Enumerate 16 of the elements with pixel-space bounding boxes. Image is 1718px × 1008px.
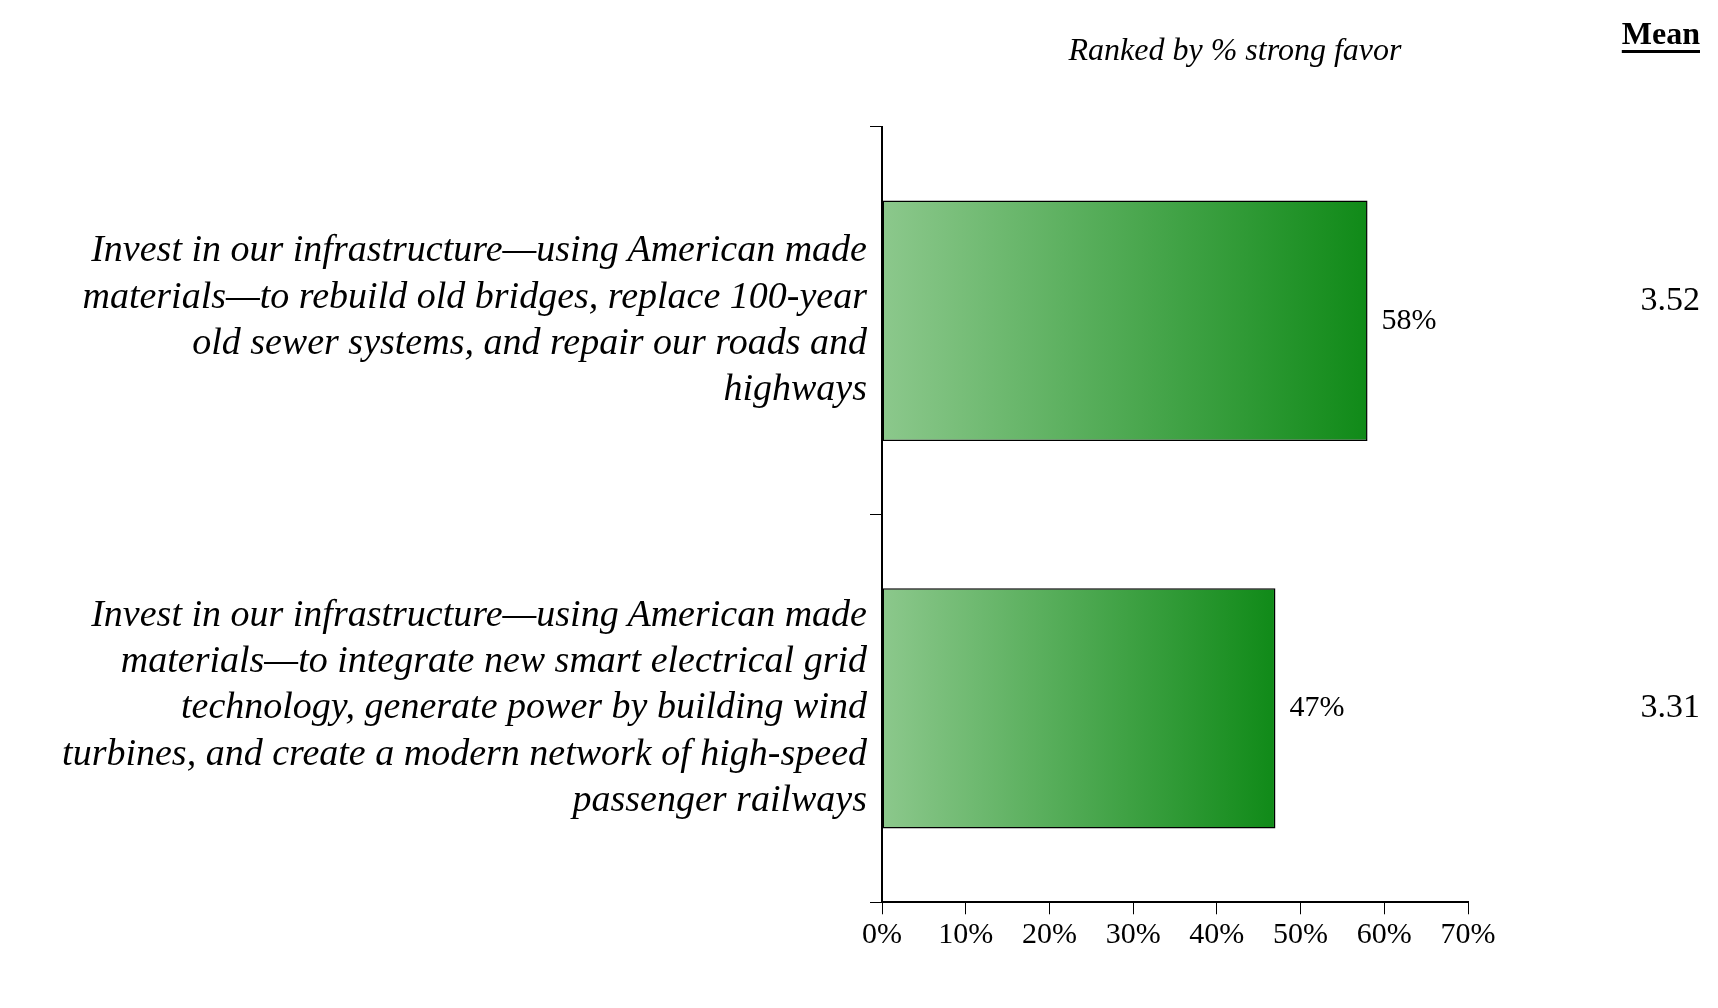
x-tick-label: 0% xyxy=(862,916,902,950)
x-tick-label: 70% xyxy=(1440,916,1496,950)
y-tick-label: Invest in our infrastructure—using American made materials—to integrate new smart electrical grid technology, generate power by building wind turbines, and create a modern network of high-speed passenger railways xyxy=(62,591,868,820)
chart-subtitle: Ranked by % strong favor xyxy=(1067,31,1403,67)
y-tick-label: Invest in our infrastructure—using American made materials—to rebuild old bridges, replace 100-year old sewer systems, and repair our roads and highways xyxy=(82,227,868,409)
x-tick-label: 60% xyxy=(1356,916,1412,950)
x-tick-label: 20% xyxy=(1021,916,1077,950)
text: Mean xyxy=(1621,15,1701,51)
x-tick-label: 50% xyxy=(1273,916,1329,950)
text: 3.31 xyxy=(1640,687,1700,725)
x-tick-label: 30% xyxy=(1105,916,1161,950)
x-tick-label: 10% xyxy=(938,916,994,950)
data-label: 47% xyxy=(1289,689,1345,723)
text: 3.52 xyxy=(1640,279,1700,317)
x-tick-label: 40% xyxy=(1189,916,1245,950)
data-label: 58% xyxy=(1381,301,1437,335)
